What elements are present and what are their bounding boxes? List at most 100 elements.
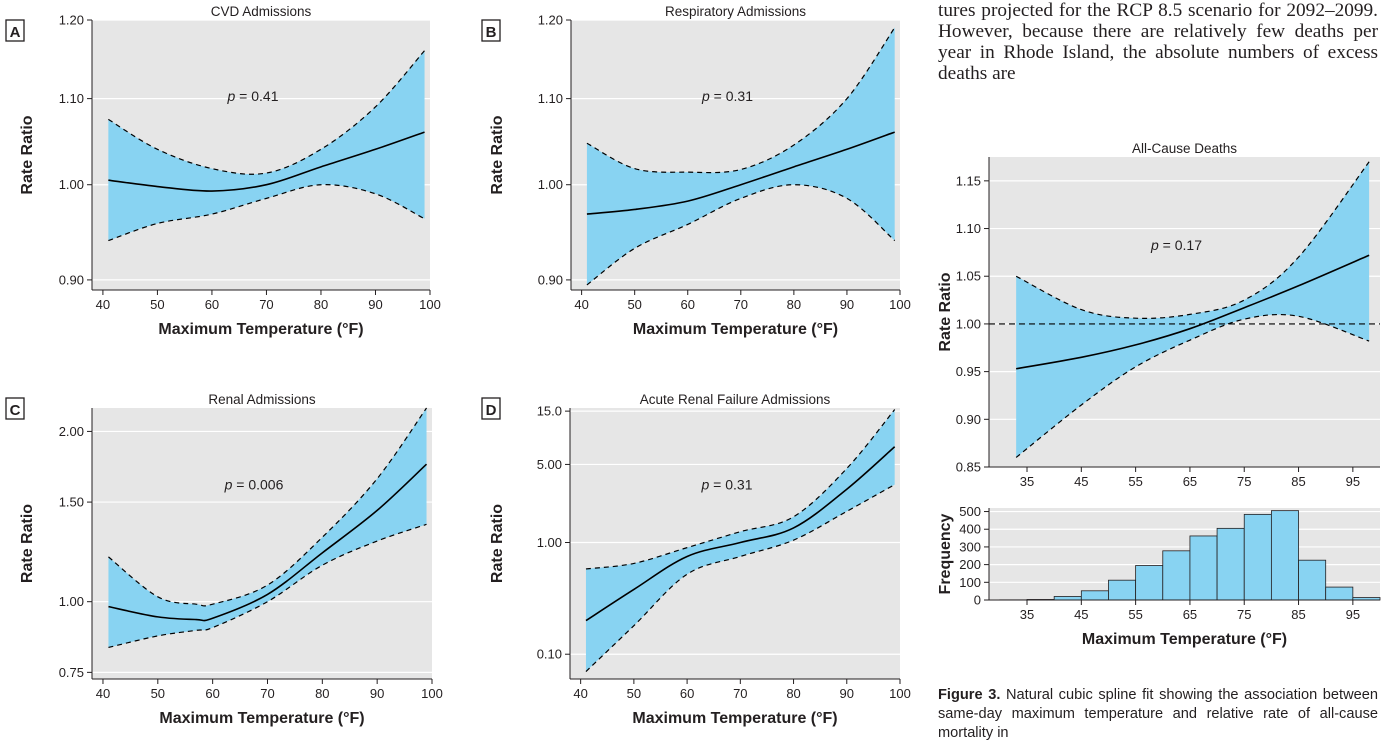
y-axis-label: Rate Ratio [489, 504, 506, 583]
p-value: = 0.17 [1159, 237, 1202, 253]
y-tick-label: 1.00 [956, 316, 981, 331]
histogram-bar [1244, 514, 1271, 600]
y-tick-label: 1.10 [956, 221, 981, 236]
y-axis-label: Rate Ratio [489, 115, 506, 194]
histogram-bar [1299, 560, 1326, 600]
x-tick-label: 80 [786, 686, 800, 701]
p-symbol: p [1150, 237, 1159, 253]
x-tick-label: 90 [840, 686, 854, 701]
p-symbol: p [701, 88, 710, 104]
y-tick-label: 100 [959, 575, 981, 590]
x-tick-label: 90 [840, 297, 854, 312]
y-tick-label: 0.95 [956, 364, 981, 379]
y-axis-label: Rate Ratio [19, 504, 36, 583]
x-tick-label: 40 [573, 686, 587, 701]
p-symbol: p [224, 476, 233, 492]
p-value-label: p = 0.31 [701, 88, 753, 104]
p-value-label: p = 0.17 [1150, 237, 1202, 253]
y-tick-label: 1.20 [59, 13, 84, 28]
chart-title: All-Cause Deaths [1132, 141, 1237, 156]
y-tick-label: 0.85 [956, 460, 981, 475]
body-text: tures projected for the RCP 8.5 scenario… [938, 0, 1378, 84]
x-tick-label: 40 [574, 297, 588, 312]
p-symbol: p [227, 88, 236, 104]
x-tick-label: 40 [96, 686, 110, 701]
x-tick-label: 50 [150, 297, 164, 312]
p-value: = 0.006 [232, 476, 283, 492]
x-tick-label: 65 [1183, 474, 1197, 489]
y-tick-label: 5.00 [537, 457, 562, 472]
p-value: = 0.31 [710, 88, 753, 104]
figure-caption: Figure 3. Natural cubic spline fit showi… [938, 686, 1378, 743]
p-value: = 0.41 [235, 88, 278, 104]
chart-title: Acute Renal Failure Admissions [640, 392, 831, 407]
y-tick-label: 1.00 [537, 535, 562, 550]
x-tick-label: 95 [1346, 607, 1360, 622]
x-tick-label: 60 [681, 297, 695, 312]
caption-text: Natural cubic spline fit showing the ass… [938, 687, 1378, 741]
x-tick-label: 55 [1128, 607, 1142, 622]
x-axis-label: Maximum Temperature (°F) [632, 710, 837, 727]
x-tick-label: 70 [259, 297, 273, 312]
y-tick-label: 1.00 [59, 594, 84, 609]
histogram-bar [1054, 596, 1081, 600]
x-tick-label: 55 [1128, 474, 1142, 489]
x-tick-label: 100 [889, 297, 911, 312]
x-axis-label: Maximum Temperature (°F) [158, 321, 363, 338]
x-tick-label: 75 [1237, 607, 1251, 622]
y-tick-label: 200 [959, 557, 981, 572]
panel-letter: C [10, 402, 21, 419]
y-tick-label: 1.10 [59, 91, 84, 106]
panel-letter: A [10, 24, 21, 41]
y-tick-label: 1.15 [956, 173, 981, 188]
p-value: = 0.31 [709, 476, 752, 492]
y-tick-label: 1.20 [538, 13, 563, 28]
body-paragraph: tures projected for the RCP 8.5 scenario… [938, 0, 1378, 84]
y-axis-label: Frequency [937, 513, 954, 594]
chart-title: Respiratory Admissions [665, 4, 806, 19]
p-value-label: p = 0.31 [701, 476, 753, 492]
y-tick-label: 400 [959, 522, 981, 537]
caption-label: Figure 3. [938, 687, 1000, 703]
y-tick-label: 1.05 [956, 269, 981, 284]
p-symbol: p [701, 476, 710, 492]
x-tick-label: 50 [151, 686, 165, 701]
x-axis-label: Maximum Temperature (°F) [633, 321, 838, 338]
panel-letter: B [486, 24, 497, 41]
histogram-bar [1108, 580, 1135, 600]
x-tick-label: 60 [205, 297, 219, 312]
histogram-bar [1326, 587, 1353, 600]
x-tick-label: 40 [96, 297, 110, 312]
y-tick-label: 1.00 [59, 177, 84, 192]
chart-title: Renal Admissions [208, 392, 316, 407]
x-tick-label: 50 [627, 297, 641, 312]
x-tick-label: 90 [370, 686, 384, 701]
x-tick-label: 95 [1346, 474, 1360, 489]
y-axis-label: Rate Ratio [19, 115, 36, 194]
y-tick-label: 1.10 [538, 91, 563, 106]
y-tick-label: 0.10 [537, 647, 562, 662]
y-tick-label: 0.90 [538, 272, 563, 287]
histogram-bar [1163, 551, 1190, 600]
y-axis-label: Rate Ratio [937, 272, 954, 351]
chart-title: CVD Admissions [211, 4, 312, 19]
x-tick-label: 80 [314, 297, 328, 312]
y-tick-label: 0 [974, 593, 981, 608]
p-value-label: p = 0.41 [227, 88, 279, 104]
x-tick-label: 85 [1291, 607, 1305, 622]
histogram-bar [1081, 591, 1108, 600]
y-tick-label: 500 [959, 504, 981, 519]
histogram-bar [1136, 566, 1163, 601]
y-tick-label: 2.00 [59, 424, 84, 439]
x-axis-label: Maximum Temperature (°F) [1082, 631, 1287, 648]
x-tick-label: 45 [1074, 474, 1088, 489]
x-axis-label: Maximum Temperature (°F) [159, 710, 364, 727]
x-tick-label: 80 [787, 297, 801, 312]
x-tick-label: 35 [1020, 607, 1034, 622]
x-tick-label: 45 [1074, 607, 1088, 622]
